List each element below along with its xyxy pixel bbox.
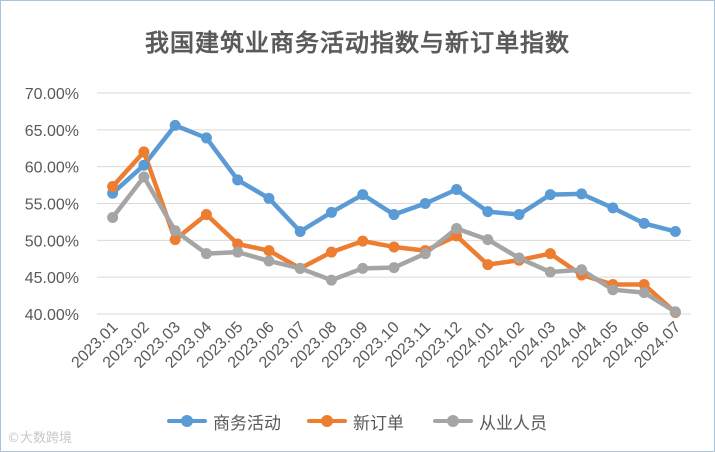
x-axis-ticks: 2023.012023.022023.032023.042023.052023.… (69, 319, 685, 372)
legend: 商务活动 新订单 从业人员 (1, 409, 714, 434)
series-2-point (638, 287, 650, 299)
series-line-1 (110, 149, 678, 315)
series-1-point (263, 245, 275, 257)
legend-swatch-1 (307, 409, 347, 433)
y-tick-label: 65.00% (25, 123, 79, 140)
y-tick-label: 40.00% (25, 307, 79, 324)
y-tick-label: 55.00% (25, 197, 79, 214)
chart-title: 我国建筑业商务活动指数与新订单指数 (145, 29, 570, 57)
series-0-point (638, 217, 650, 229)
series-2-point (107, 211, 119, 223)
series-1-point (357, 235, 369, 247)
series-1-point (232, 238, 244, 250)
series-0-point (388, 209, 400, 221)
series-0-point (482, 206, 494, 218)
series-0-point (357, 189, 369, 201)
y-axis-ticks: 70.00% 65.00% 60.00% 55.00% 50.00% 45.00% 40.0… (25, 86, 79, 324)
series-2-point (419, 248, 431, 260)
series-2-point (388, 262, 400, 274)
legend-item-0: 商务活动 (167, 409, 281, 434)
series-0-point (200, 132, 212, 144)
series-2-point (544, 266, 556, 278)
series-0-point (232, 174, 244, 186)
legend-label-2: 从业人员 (479, 413, 547, 434)
legend-item-1: 新订单 (307, 409, 404, 434)
series-1-point (544, 248, 556, 260)
series-1-point (388, 241, 400, 253)
series-0-point (263, 192, 275, 204)
series-2-point (482, 234, 494, 246)
series-2-point (576, 264, 588, 276)
series-2-point (513, 252, 525, 264)
legend-swatch-2 (433, 409, 473, 433)
series-0-point (294, 225, 306, 237)
series-2-point (138, 171, 150, 183)
series-1-point (169, 234, 181, 246)
series-0-point (419, 198, 431, 209)
series-2-point (451, 223, 463, 235)
series-1-point (200, 209, 212, 221)
series-1-point (482, 259, 494, 271)
series-0-point (325, 206, 337, 218)
series-1-point (138, 146, 150, 158)
legend-item-2: 从业人员 (433, 409, 547, 434)
series-1-point (638, 279, 650, 291)
legend-label-1: 新订单 (353, 413, 404, 434)
series-2-point (325, 274, 337, 286)
legend-label-0: 商务活动 (213, 413, 281, 434)
series-0-point (169, 119, 181, 131)
y-tick-label: 50.00% (25, 233, 79, 250)
series-2-point (169, 225, 181, 237)
series-0-point (669, 225, 681, 237)
legend-swatch-0 (167, 409, 207, 433)
series-0-point (138, 159, 150, 171)
series-0-point (451, 184, 463, 196)
series-1-point (325, 246, 337, 258)
series-0-point (576, 188, 588, 200)
series-2-point (357, 262, 369, 274)
series-0-point (513, 209, 525, 221)
series-2-point (200, 248, 212, 260)
y-tick-label: 45.00% (25, 270, 79, 287)
series-2-point (232, 246, 244, 258)
series-points (107, 119, 681, 319)
series-2-point (294, 262, 306, 274)
y-tick-label: 70.00% (25, 86, 79, 103)
series-2-point (263, 255, 275, 267)
y-tick-label: 60.00% (25, 160, 79, 177)
watermark: ©大数跨境 (7, 431, 73, 446)
series-0-point (607, 202, 619, 214)
series-0-point (544, 189, 556, 201)
series-1-point (107, 181, 119, 193)
series-2-point (669, 306, 681, 318)
series-2-point (607, 284, 619, 296)
